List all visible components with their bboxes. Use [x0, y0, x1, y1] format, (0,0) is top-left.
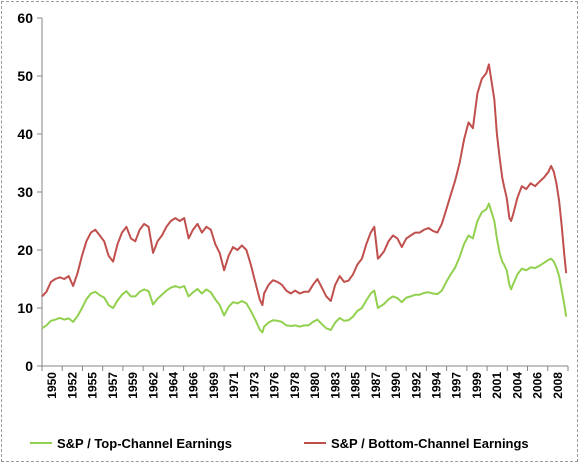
x-tick-label: 2008	[551, 372, 565, 399]
legend-label-bottom-channel: S&P / Bottom-Channel Earnings	[331, 436, 529, 451]
series-line-bottom-channel	[41, 63, 568, 307]
y-tick-label: 0	[25, 358, 33, 374]
x-tick-label: 1962	[146, 372, 160, 399]
series-line-top-channel	[41, 202, 568, 334]
x-tick-label: 1969	[207, 372, 221, 399]
legend: S&P / Top-Channel Earnings S&P / Bottom-…	[30, 436, 529, 451]
legend-item-top-channel: S&P / Top-Channel Earnings	[30, 436, 232, 451]
x-tick-label: 1952	[65, 372, 79, 399]
x-tick-label: 1973	[247, 372, 261, 399]
x-tick-label: 1980	[308, 372, 322, 399]
x-tick-label: 1964	[167, 372, 181, 399]
x-tick-label: 1966	[187, 372, 201, 399]
y-tick-label: 40	[17, 126, 33, 142]
x-tick-label: 1978	[288, 372, 302, 399]
x-tick-label: 1955	[86, 372, 100, 399]
y-tick-label: 50	[17, 68, 33, 84]
legend-label-top-channel: S&P / Top-Channel Earnings	[57, 436, 232, 451]
y-tick-label: 10	[17, 300, 33, 316]
x-tick-label: 1976	[268, 372, 282, 399]
x-tick-label: 1971	[227, 372, 241, 399]
x-tick-label: 1950	[45, 372, 59, 399]
x-tick-label: 2004	[510, 372, 524, 399]
x-axis-ticks: 1950 1952 1955 1957 1959 1962 1964 1966 1969 1971…	[41, 366, 569, 399]
y-tick-label: 30	[17, 184, 33, 200]
x-tick-label: 1957	[106, 372, 120, 399]
x-tick-label: 2006	[531, 372, 545, 399]
x-tick-label: 1959	[126, 372, 140, 399]
y-tick-label: 20	[17, 242, 33, 258]
x-tick-label: 1997	[450, 372, 464, 399]
series-lines	[41, 63, 568, 334]
x-tick-label: 2001	[490, 372, 504, 399]
x-tick-label: 1985	[349, 372, 363, 399]
x-tick-label: 1990	[389, 372, 403, 399]
x-tick-label: 1992	[409, 372, 423, 399]
legend-item-bottom-channel: S&P / Bottom-Channel Earnings	[304, 436, 529, 451]
x-tick-label: 1983	[328, 372, 342, 399]
x-tick-label: 1994	[430, 372, 444, 399]
x-tick-label: 1999	[470, 372, 484, 399]
y-tick-label: 60	[17, 10, 33, 26]
y-axis-ticks: 0 10 20 30 40 50 60	[17, 10, 42, 374]
x-tick-label: 1987	[369, 372, 383, 399]
